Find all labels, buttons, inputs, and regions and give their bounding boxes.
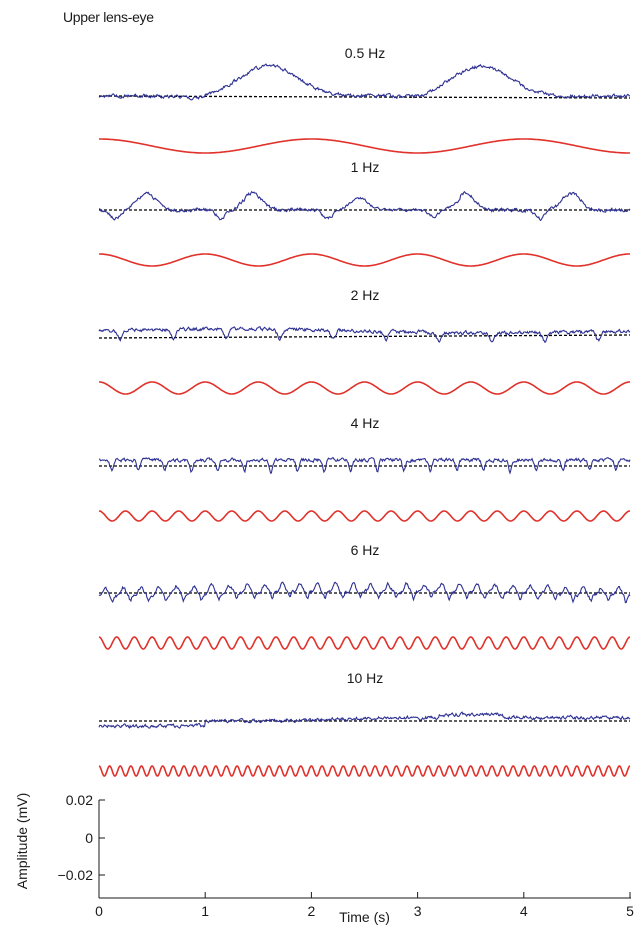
stimulus-sinusoid <box>99 253 630 267</box>
y-tick-label: −0.02 <box>58 867 94 883</box>
panel-3: 2 Hz <box>98 287 631 395</box>
x-tick-label: 1 <box>201 903 209 919</box>
panel-4: 4 Hz <box>98 415 631 522</box>
x-tick-label: 0 <box>95 903 103 919</box>
baseline-dashed <box>98 95 631 99</box>
panel-label: 0.5 Hz <box>345 45 385 61</box>
panel-1: 0.5 Hz <box>98 45 631 154</box>
stimulus-sinusoid <box>98 636 631 650</box>
response-trace <box>98 711 631 729</box>
response-trace <box>98 456 631 475</box>
x-tick-label: 3 <box>414 903 422 919</box>
y-tick-label: 0.02 <box>66 792 93 808</box>
stimulus-sinusoid <box>99 138 630 154</box>
y-ticks: 0.02 0 −0.02 <box>58 792 105 883</box>
x-tick-label: 4 <box>520 903 528 919</box>
panel-label: 2 Hz <box>351 287 380 303</box>
panel-6: 10 Hz <box>98 670 631 777</box>
y-tick-label: 0 <box>85 830 93 846</box>
x-tick-label: 5 <box>626 903 634 919</box>
response-trace <box>98 190 631 222</box>
panel-2: 1 Hz <box>98 159 631 267</box>
stimulus-sinusoid <box>98 510 631 522</box>
panel-5: 6 Hz <box>98 542 631 650</box>
axes-group: 0 1 2 3 4 5 0.02 0 −0.02 Time (s) Amplitude (mV… <box>14 792 634 925</box>
panel-label: 6 Hz <box>351 542 380 558</box>
response-trace <box>98 325 631 343</box>
panel-label: 1 Hz <box>351 159 380 175</box>
figure-title: Upper lens-eye <box>63 9 154 25</box>
x-ticks: 0 1 2 3 4 5 <box>95 892 634 919</box>
stimulus-sinusoid <box>99 381 630 395</box>
x-tick-label: 2 <box>308 903 316 919</box>
x-axis-title: Time (s) <box>339 909 390 925</box>
baseline-dashed <box>98 334 631 339</box>
stimulus-sinusoid <box>98 765 631 777</box>
panels-group: 0.5 Hz 1 Hz 2 Hz 4 Hz 6 Hz 10 Hz <box>98 45 631 777</box>
panel-label: 10 Hz <box>347 670 384 686</box>
y-axis-title: Amplitude (mV) <box>14 793 30 889</box>
response-trace <box>98 581 631 604</box>
response-trace <box>98 63 631 101</box>
panel-label: 4 Hz <box>351 415 380 431</box>
